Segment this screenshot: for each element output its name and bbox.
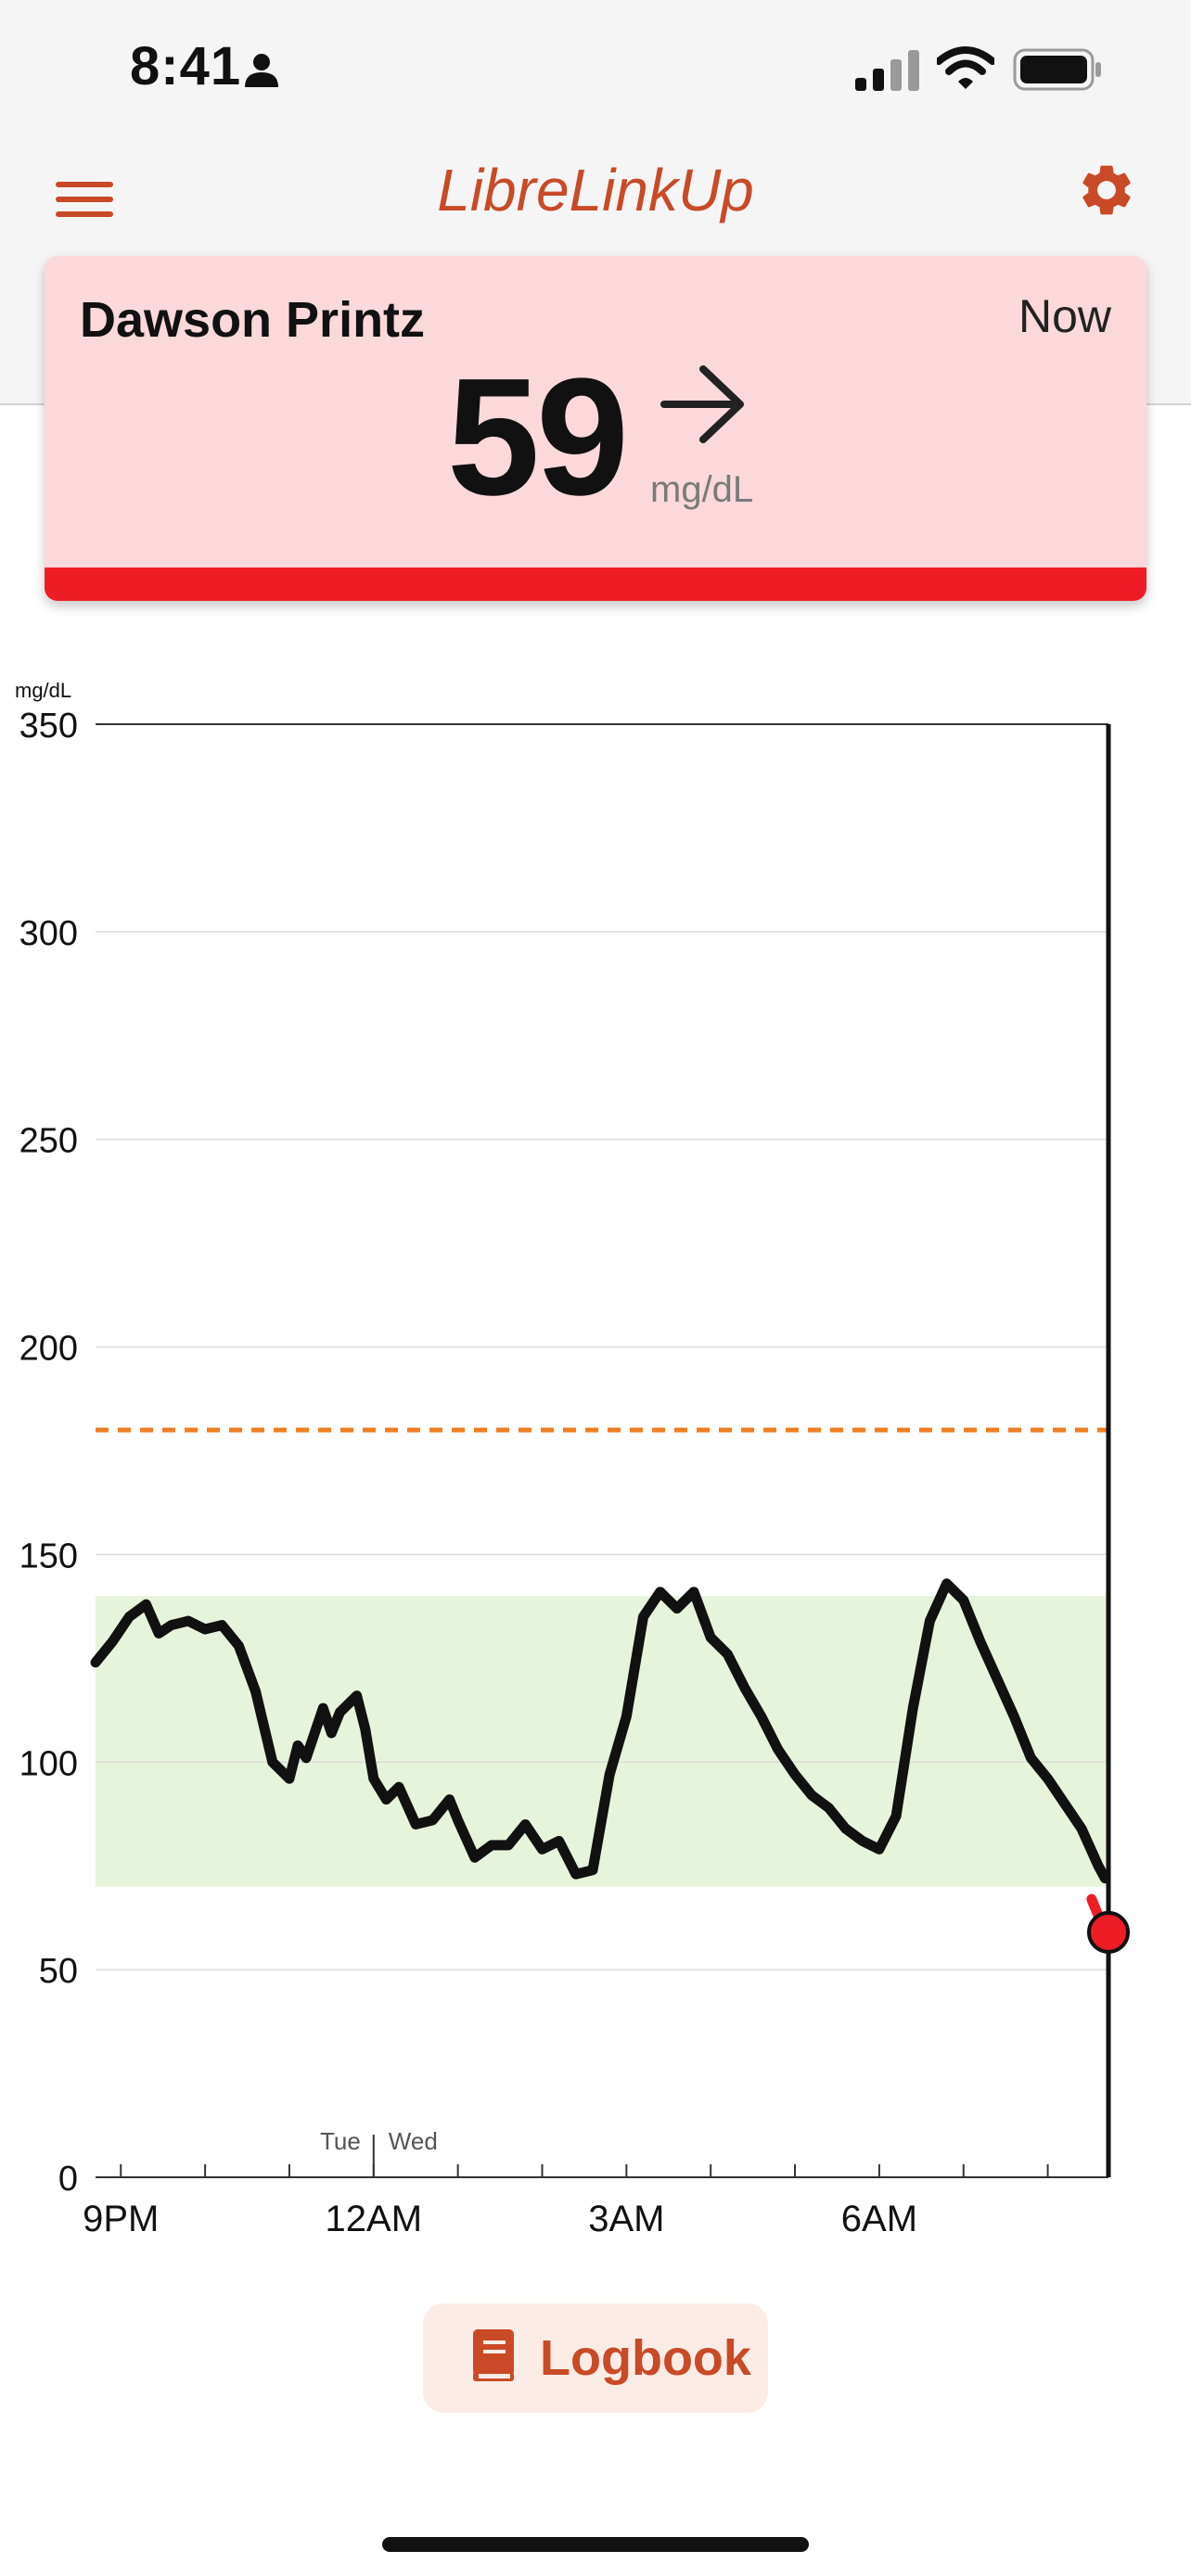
- app-title: LibreLinkUp: [437, 157, 754, 223]
- reading-time: Now: [1018, 290, 1111, 342]
- y-tick-label: 300: [19, 914, 78, 953]
- glucose-value: 59: [446, 344, 629, 530]
- y-tick-label: 150: [19, 1537, 78, 1575]
- person-icon: [245, 54, 278, 87]
- patient-card[interactable]: Dawson Printz Now 59 mg/dL: [45, 256, 1146, 601]
- glucose-chart[interactable]: 0 50 100 150 200 250 300 350 mg/dL 9PM 12AM 3AM 6AM T…: [0, 649, 1191, 2244]
- y-tick-label: 350: [19, 707, 78, 746]
- low-alert-bar: [45, 567, 1146, 601]
- glucose-series-line: [90, 1578, 1110, 1884]
- y-tick-label: 100: [19, 1744, 78, 1783]
- day-divider-left-label: Tue: [320, 2127, 361, 2155]
- y-axis-unit-label: mg/dL: [15, 679, 71, 702]
- x-tick-label: 9PM: [83, 2199, 159, 2239]
- home-indicator: [382, 2537, 809, 2552]
- current-reading-point: [1087, 1910, 1130, 1954]
- trend-arrow-right-icon: [660, 365, 744, 443]
- patient-name: Dawson Printz: [80, 292, 426, 348]
- book-icon: [473, 2329, 514, 2381]
- cellular-signal-icon: [855, 50, 919, 91]
- wifi-icon: [937, 46, 994, 89]
- glucose-chart-svg: 0 50 100 150 200 250 300 350 mg/dL 9PM 12AM 3AM 6AM T…: [15, 679, 1130, 2239]
- battery-icon: [1013, 48, 1101, 91]
- x-tick-label: 12AM: [326, 2199, 423, 2239]
- y-tick-label: 50: [39, 1952, 78, 1991]
- status-bar: 8:41: [0, 0, 1191, 139]
- logbook-label: Logbook: [540, 2330, 751, 2386]
- y-tick-label: 200: [19, 1330, 78, 1369]
- y-tick-label: 250: [19, 1122, 78, 1161]
- menu-icon[interactable]: [56, 176, 113, 223]
- x-tick-label: 3AM: [588, 2199, 664, 2239]
- y-tick-label: 0: [58, 2160, 78, 2199]
- logbook-button[interactable]: Logbook: [423, 2303, 768, 2413]
- day-divider-right-label: Wed: [389, 2127, 438, 2155]
- status-time: 8:41: [130, 36, 242, 96]
- gear-icon[interactable]: [1076, 159, 1137, 221]
- glucose-unit: mg/dL: [650, 469, 754, 510]
- x-tick-label: 6AM: [841, 2199, 917, 2239]
